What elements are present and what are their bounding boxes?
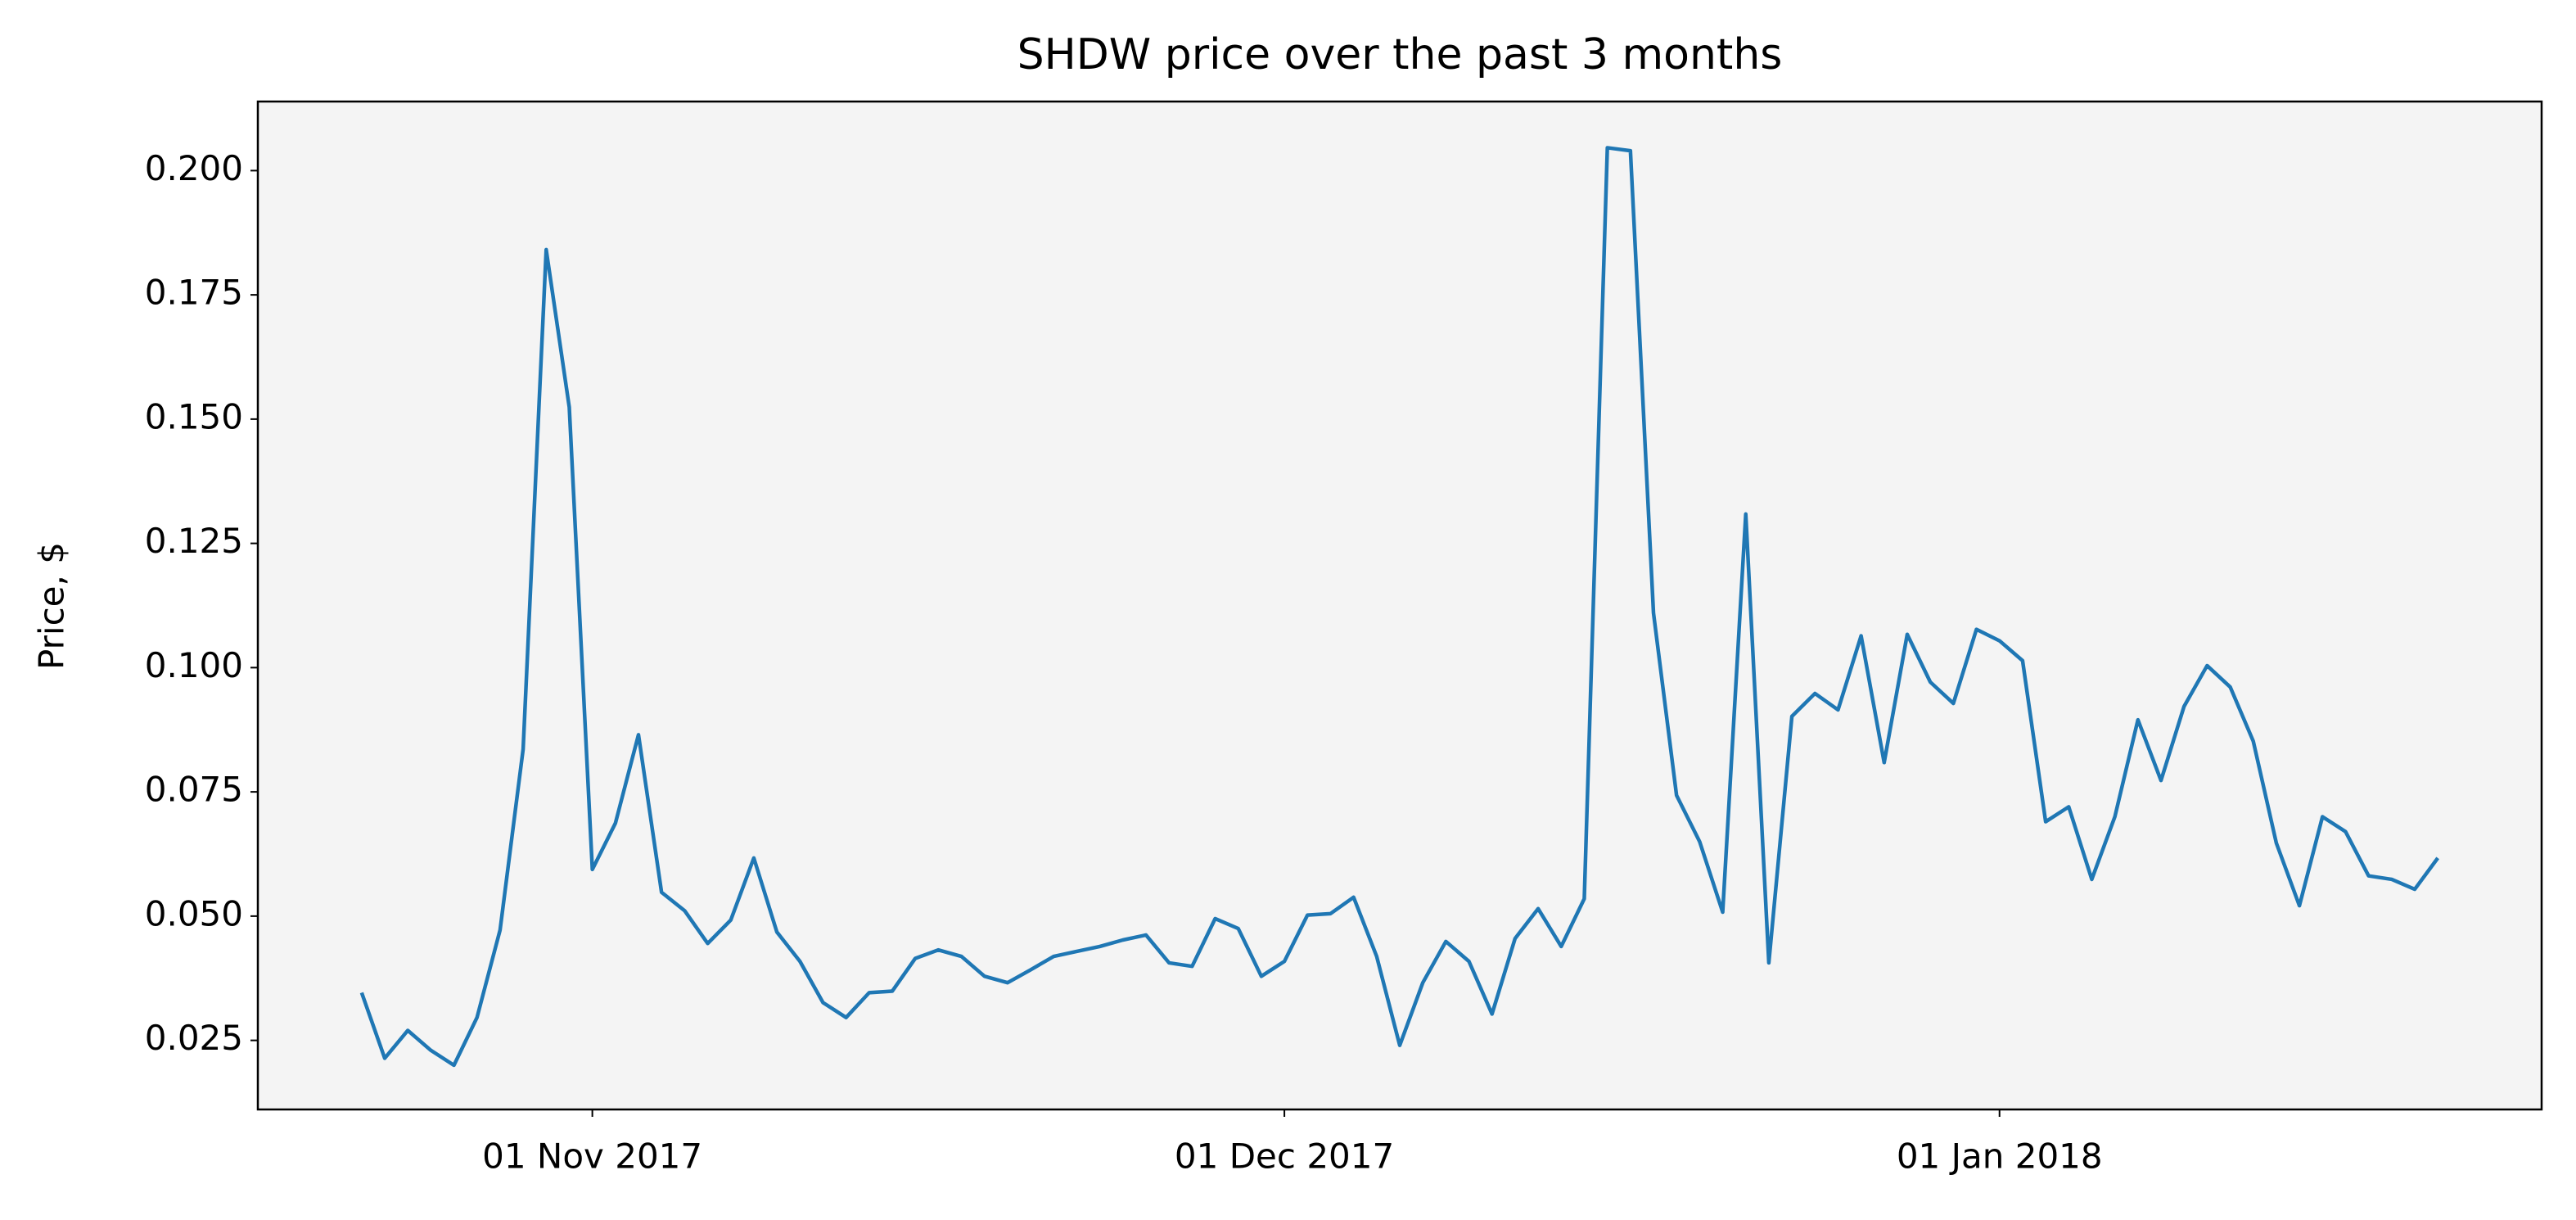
price-line: [359, 146, 2439, 1068]
x-tick-label: 01 Dec 2017: [1175, 1136, 1394, 1177]
x-tick-label: 01 Nov 2017: [482, 1136, 702, 1177]
y-tick-label: 0.200: [145, 148, 243, 188]
y-tick-label: 0.125: [145, 521, 243, 561]
y-tick-label: 0.150: [145, 396, 243, 436]
y-tick-label: 0.175: [145, 273, 243, 313]
chart-title: SHDW price over the past 3 months: [1017, 30, 1783, 79]
y-tick-label: 0.075: [145, 770, 243, 810]
y-tick-label: 0.100: [145, 645, 243, 685]
x-tick-label: 01 Jan 2018: [1897, 1136, 2103, 1177]
y-tick-label: 0.050: [145, 893, 243, 933]
y-tick-label: 0.025: [145, 1018, 243, 1058]
plot-background: [258, 102, 2542, 1109]
plot-frame: [256, 100, 2543, 1111]
y-axis-label: Price, $: [32, 542, 72, 670]
